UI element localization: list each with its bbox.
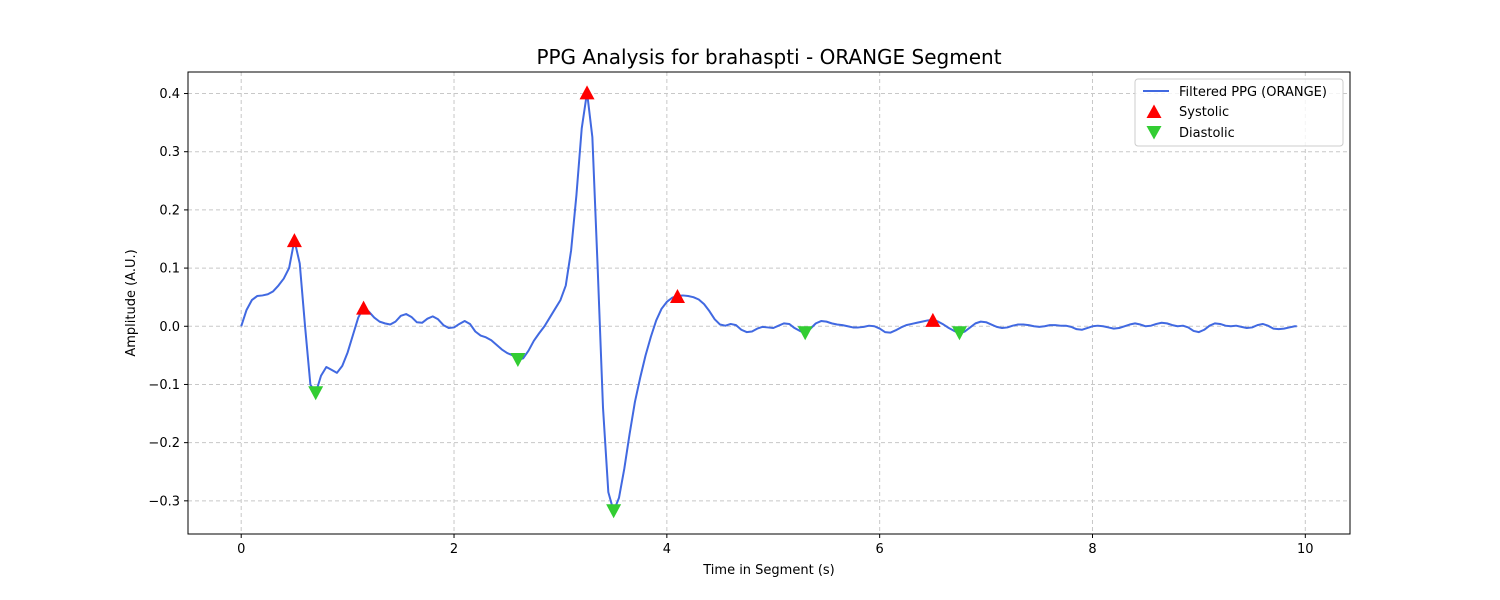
diastolic-marker xyxy=(797,326,813,341)
tick-layer: 0 2 4 6 8 10 −0.3 −0.2 −0.1 0.0 0.1 0.2 0.3 0.4 xyxy=(148,87,1313,557)
x-tick-label: 0 xyxy=(237,542,245,557)
diastolic-marker xyxy=(510,353,526,368)
grid-layer xyxy=(188,72,1350,534)
y-tick-label: 0.0 xyxy=(159,320,180,335)
x-tick-label: 8 xyxy=(1088,542,1096,557)
y-tick-label: 0.4 xyxy=(159,87,180,102)
diastolic-marker xyxy=(951,326,967,341)
legend-diastolic-swatch xyxy=(1146,126,1162,140)
systolic-marker xyxy=(925,312,941,327)
legend: Filtered PPG (ORANGE) Systolic Diastolic xyxy=(1134,78,1344,147)
legend-label-diastolic: Diastolic xyxy=(1179,126,1235,141)
x-tick-label: 10 xyxy=(1297,542,1314,557)
y-tick-label: −0.2 xyxy=(148,436,180,451)
systolic-marker xyxy=(579,85,595,100)
x-tick-label: 4 xyxy=(663,542,671,557)
legend-label-filtered: Filtered PPG (ORANGE) xyxy=(1179,85,1327,100)
y-tick-label: 0.2 xyxy=(159,203,180,218)
legend-label-systolic: Systolic xyxy=(1179,105,1229,120)
systolic-marker xyxy=(669,289,685,304)
y-tick-label: −0.1 xyxy=(148,378,180,393)
series-layer xyxy=(240,85,1297,519)
legend-systolic-swatch xyxy=(1146,104,1162,118)
systolic-marker xyxy=(286,233,302,248)
plot-frame xyxy=(187,71,1351,535)
x-tick-label: 2 xyxy=(450,542,458,557)
chart-title: PPG Analysis for brahaspti - ORANGE Segm… xyxy=(536,45,1001,69)
systolic-marker xyxy=(356,300,372,315)
y-axis-label: Amplitude (A.U.) xyxy=(124,249,139,356)
x-tick-label: 6 xyxy=(876,542,884,557)
diastolic-marker xyxy=(308,386,324,401)
y-tick-label: 0.1 xyxy=(159,262,180,277)
x-axis-label: Time in Segment (s) xyxy=(702,563,834,578)
y-tick-label: 0.3 xyxy=(159,145,180,160)
y-tick-label: −0.3 xyxy=(148,494,180,509)
legend-box xyxy=(1134,78,1344,147)
diastolic-marker xyxy=(606,504,622,519)
ppg-signal-line xyxy=(240,91,1297,513)
